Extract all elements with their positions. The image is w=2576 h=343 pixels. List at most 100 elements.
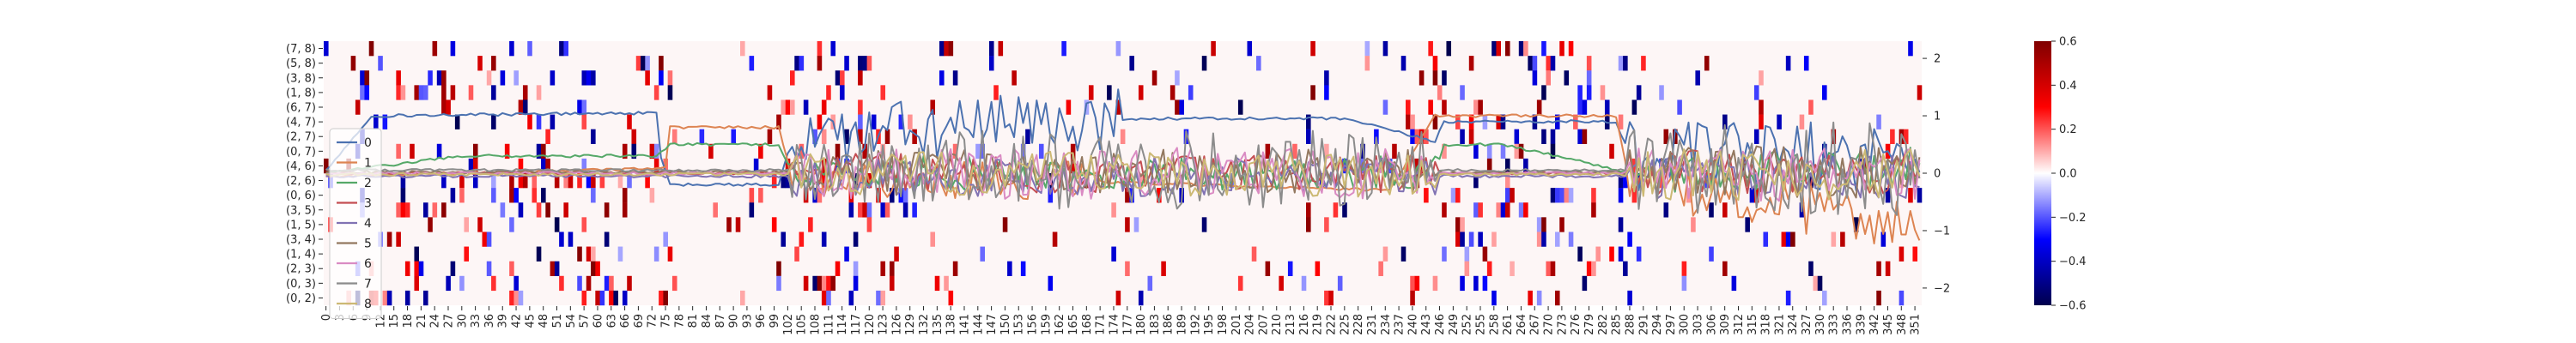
- heatmap-cell: [1591, 188, 1596, 203]
- heatmap-cell: [1292, 143, 1297, 159]
- heatmap-cell: [1536, 99, 1542, 115]
- heatmap-cell: [663, 290, 668, 306]
- heatmap-cell: [1504, 188, 1510, 203]
- x-tick-label: 288: [1624, 314, 1637, 335]
- heatmap-cell: [527, 114, 532, 129]
- heatmap-cell: [504, 143, 510, 159]
- heatmap-cell: [1247, 41, 1253, 57]
- x-tick-label: 45: [524, 314, 537, 328]
- heatmap-cell: [1808, 99, 1814, 115]
- x-tick-label: 291: [1637, 314, 1650, 335]
- x-tick-label: 327: [1801, 314, 1814, 335]
- heatmap-cell: [364, 85, 370, 100]
- heatmap-cell: [930, 99, 936, 115]
- heatmap-cell: [1492, 232, 1497, 247]
- heatmap-cell: [1048, 275, 1054, 292]
- heatmap-cell: [853, 232, 859, 247]
- heatmap-cell: [1188, 85, 1194, 100]
- x-tick-label: 210: [1271, 314, 1284, 335]
- x-tick-label: 24: [429, 314, 442, 328]
- heatmap-cell: [1550, 56, 1556, 71]
- heatmap-cell: [1591, 261, 1596, 276]
- x-tick-label: 300: [1679, 314, 1692, 335]
- x-tick-label: 0: [320, 314, 333, 321]
- heatmap-cell: [667, 85, 673, 100]
- heatmap-cell: [1514, 143, 1520, 159]
- heatmap-cell: [599, 173, 605, 189]
- heatmap-cell: [450, 41, 456, 57]
- heatmap-cell: [853, 261, 859, 276]
- heatmap-cell: [1306, 114, 1311, 129]
- heatmap-cell: [876, 290, 881, 306]
- heatmap-cell: [541, 188, 546, 203]
- heatmap-cell: [491, 188, 496, 203]
- heatmap-cell: [1315, 261, 1321, 276]
- heatmap-cell: [1681, 275, 1687, 292]
- heatmap-cell: [1554, 290, 1560, 306]
- colorbar-tick-label: 0.4: [2059, 80, 2077, 93]
- heatmap-cell: [1455, 188, 1461, 203]
- heatmap-cell: [667, 246, 673, 262]
- heatmap-cell: [441, 70, 447, 86]
- y-row-label: (3, 8): [286, 72, 316, 85]
- x-tick-label: 15: [388, 314, 401, 328]
- heatmap-cell: [536, 143, 542, 159]
- x-tick-label: 96: [755, 314, 768, 328]
- heatmap-cell: [821, 173, 827, 189]
- x-tick-label: 282: [1597, 314, 1610, 335]
- heatmap-cell: [1568, 41, 1574, 57]
- heatmap-cell: [396, 143, 401, 159]
- heatmap-cell: [1853, 217, 1859, 232]
- x-tick-label: 252: [1461, 314, 1474, 335]
- heatmap-cell: [948, 290, 954, 306]
- heatmap-cell: [541, 143, 546, 159]
- heatmap-cell: [645, 173, 650, 189]
- heatmap-cell: [1442, 99, 1447, 115]
- x-tick-label: 132: [918, 314, 931, 335]
- x-tick-label: 189: [1176, 314, 1189, 335]
- heatmap-cell: [1831, 232, 1837, 247]
- heatmap-cell: [649, 143, 655, 159]
- heatmap-cell: [1460, 275, 1465, 292]
- heatmap-cell: [817, 56, 823, 71]
- x-tick-label: 345: [1882, 314, 1895, 335]
- heatmap-cell: [1722, 114, 1728, 129]
- heatmap-cell: [1659, 85, 1664, 100]
- heatmap-cell: [368, 41, 374, 57]
- x-tick-label: 342: [1868, 314, 1881, 335]
- heatmap-cell: [1817, 275, 1823, 292]
- heatmap-cell: [948, 41, 954, 57]
- x-tick-label: 144: [972, 314, 985, 335]
- colorbar-tick-label: −0.4: [2059, 256, 2087, 268]
- heatmap-cell: [1120, 129, 1126, 144]
- heatmap-cell: [617, 173, 623, 189]
- heatmap-cell: [1609, 246, 1614, 262]
- heatmap-cell: [799, 143, 805, 159]
- x-tick-label: 171: [1095, 314, 1108, 335]
- heatmap-cell: [708, 143, 714, 159]
- heatmap-cell: [1432, 56, 1438, 71]
- x-tick-label: 234: [1380, 314, 1393, 335]
- heatmap-cell: [1410, 275, 1415, 292]
- heatmap-cell: [459, 188, 465, 203]
- heatmap-cell: [1663, 202, 1669, 218]
- heatmap-cell: [1785, 56, 1791, 71]
- x-tick-label: 174: [1108, 314, 1121, 335]
- heatmap-cell: [1378, 261, 1383, 276]
- heatmap-cell: [1442, 143, 1447, 159]
- heatmap-cell: [459, 275, 465, 292]
- heatmap-cell: [509, 41, 514, 57]
- heatmap-cell: [545, 129, 550, 144]
- heatmap-cell: [776, 114, 781, 129]
- x-tick-label: 192: [1189, 314, 1202, 335]
- heatmap-cell: [1577, 85, 1583, 100]
- heatmap-cell: [790, 99, 795, 115]
- heatmap-cell: [1586, 85, 1592, 100]
- heatmap-cell: [622, 143, 628, 159]
- heatmap-cell: [482, 232, 488, 247]
- heatmap-cell: [988, 56, 994, 71]
- heatmap-cell: [1442, 246, 1447, 262]
- heatmap-cell: [1899, 246, 1905, 262]
- heatmap-cell: [1899, 290, 1905, 306]
